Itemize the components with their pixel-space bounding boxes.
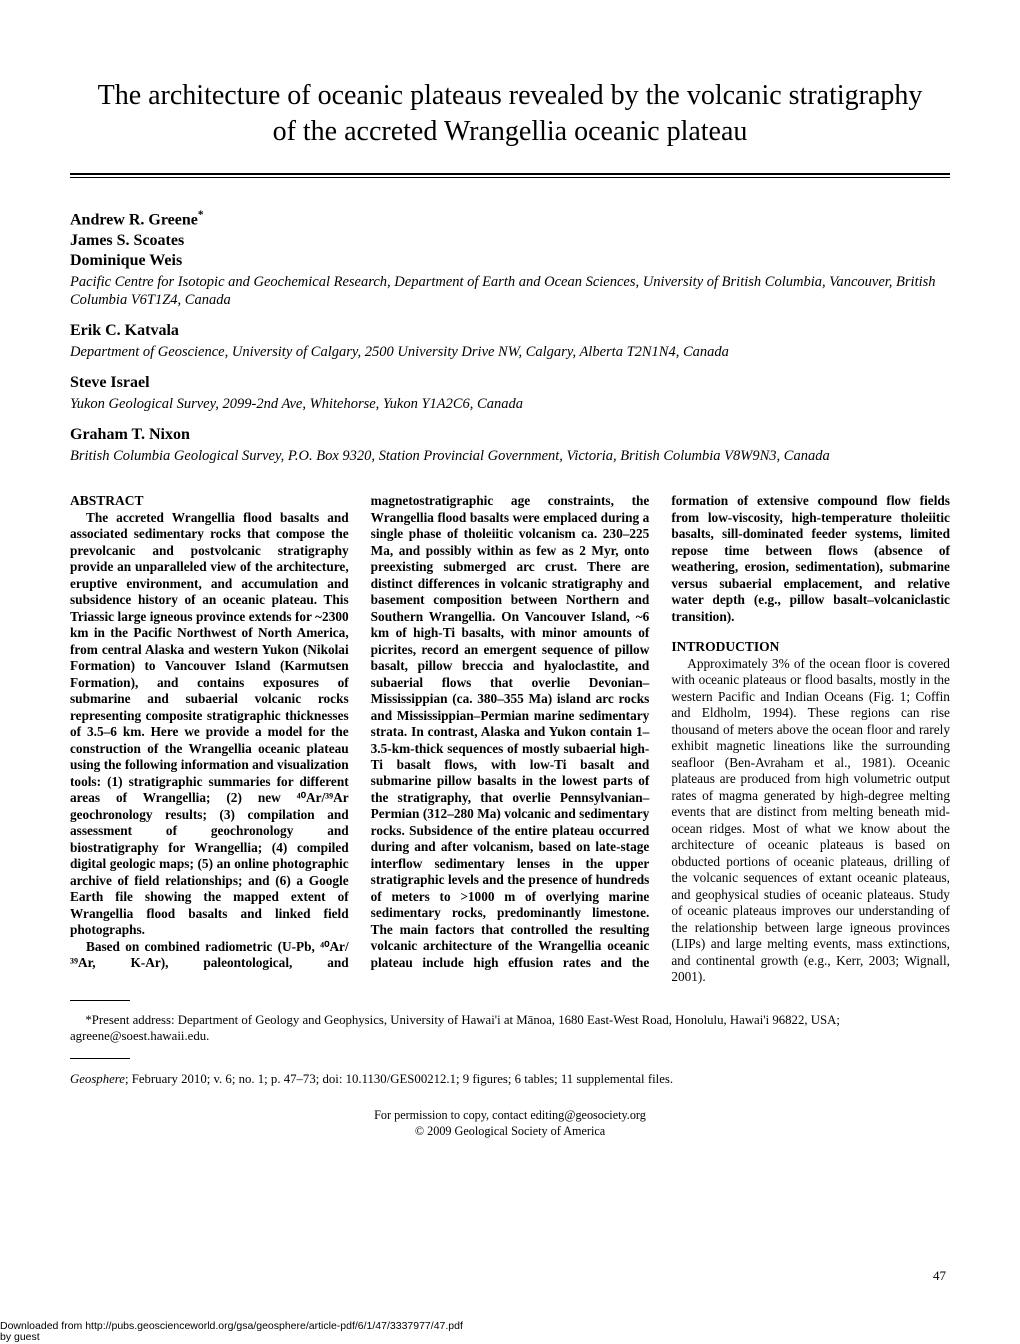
- author-israel: Steve Israel: [70, 373, 950, 393]
- author-greene: Andrew R. Greene*: [70, 208, 950, 230]
- author-scoates: James S. Scoates: [70, 231, 950, 251]
- citation-journal: Geosphere: [70, 1072, 125, 1086]
- copyright-line: © 2009 Geological Society of America: [415, 1124, 605, 1138]
- body-columns: ABSTRACT The accreted Wrangellia flood b…: [70, 493, 950, 985]
- title-rule-bottom: [70, 177, 950, 178]
- abstract-para-2c-text: from low-viscosity, high-temperature tho…: [671, 510, 950, 624]
- abstract-heading: ABSTRACT: [70, 493, 349, 510]
- title-line-2: of the accreted Wrangellia oceanic plate…: [273, 116, 748, 147]
- title-rule-top: [70, 173, 950, 175]
- footnote-rule-2: [70, 1058, 130, 1059]
- page: The architecture of oceanic plateaus rev…: [0, 0, 1020, 1344]
- author-footnote-marker: *: [198, 209, 204, 221]
- article-title: The architecture of oceanic plateaus rev…: [70, 78, 950, 151]
- author-footnote: *Present address: Department of Geology …: [70, 1013, 950, 1045]
- title-line-1: The architecture of oceanic plateaus rev…: [98, 80, 923, 111]
- author-katvala: Erik C. Katvala: [70, 321, 950, 341]
- permissions-block: For permission to copy, contact editing@…: [70, 1108, 950, 1140]
- download-note: Downloaded from http://pubs.geosciencewo…: [0, 1321, 463, 1344]
- download-note-line-2: by guest: [0, 1331, 40, 1343]
- citation-details: ; February 2010; v. 6; no. 1; p. 47–73; …: [125, 1072, 673, 1086]
- footnote-rule-1: [70, 1000, 130, 1001]
- intro-para-1: Approximately 3% of the ocean floor is c…: [671, 656, 950, 986]
- affiliation-bcgs: British Columbia Geological Survey, P.O.…: [70, 447, 950, 465]
- author-weis: Dominique Weis: [70, 251, 950, 271]
- download-note-line-1: Downloaded from http://pubs.geosciencewo…: [0, 1320, 463, 1332]
- authors-block: Andrew R. Greene* James S. Scoates Domin…: [70, 208, 950, 465]
- footnotes: *Present address: Department of Geology …: [70, 1000, 950, 1088]
- author-nixon: Graham T. Nixon: [70, 425, 950, 445]
- author-name-text: Andrew R. Greene: [70, 212, 198, 229]
- journal-citation: Geosphere; February 2010; v. 6; no. 1; p…: [70, 1072, 950, 1088]
- page-number: 47: [933, 1268, 946, 1284]
- permissions-line-1: For permission to copy, contact editing@…: [374, 1108, 646, 1122]
- affiliation-calgary: Department of Geoscience, University of …: [70, 343, 950, 361]
- affiliation-ubc: Pacific Centre for Isotopic and Geochemi…: [70, 273, 950, 309]
- affiliation-yukon: Yukon Geological Survey, 2099-2nd Ave, W…: [70, 395, 950, 413]
- abstract-para-1: The accreted Wrangellia flood basalts an…: [70, 510, 349, 939]
- introduction-heading: INTRODUCTION: [671, 639, 950, 656]
